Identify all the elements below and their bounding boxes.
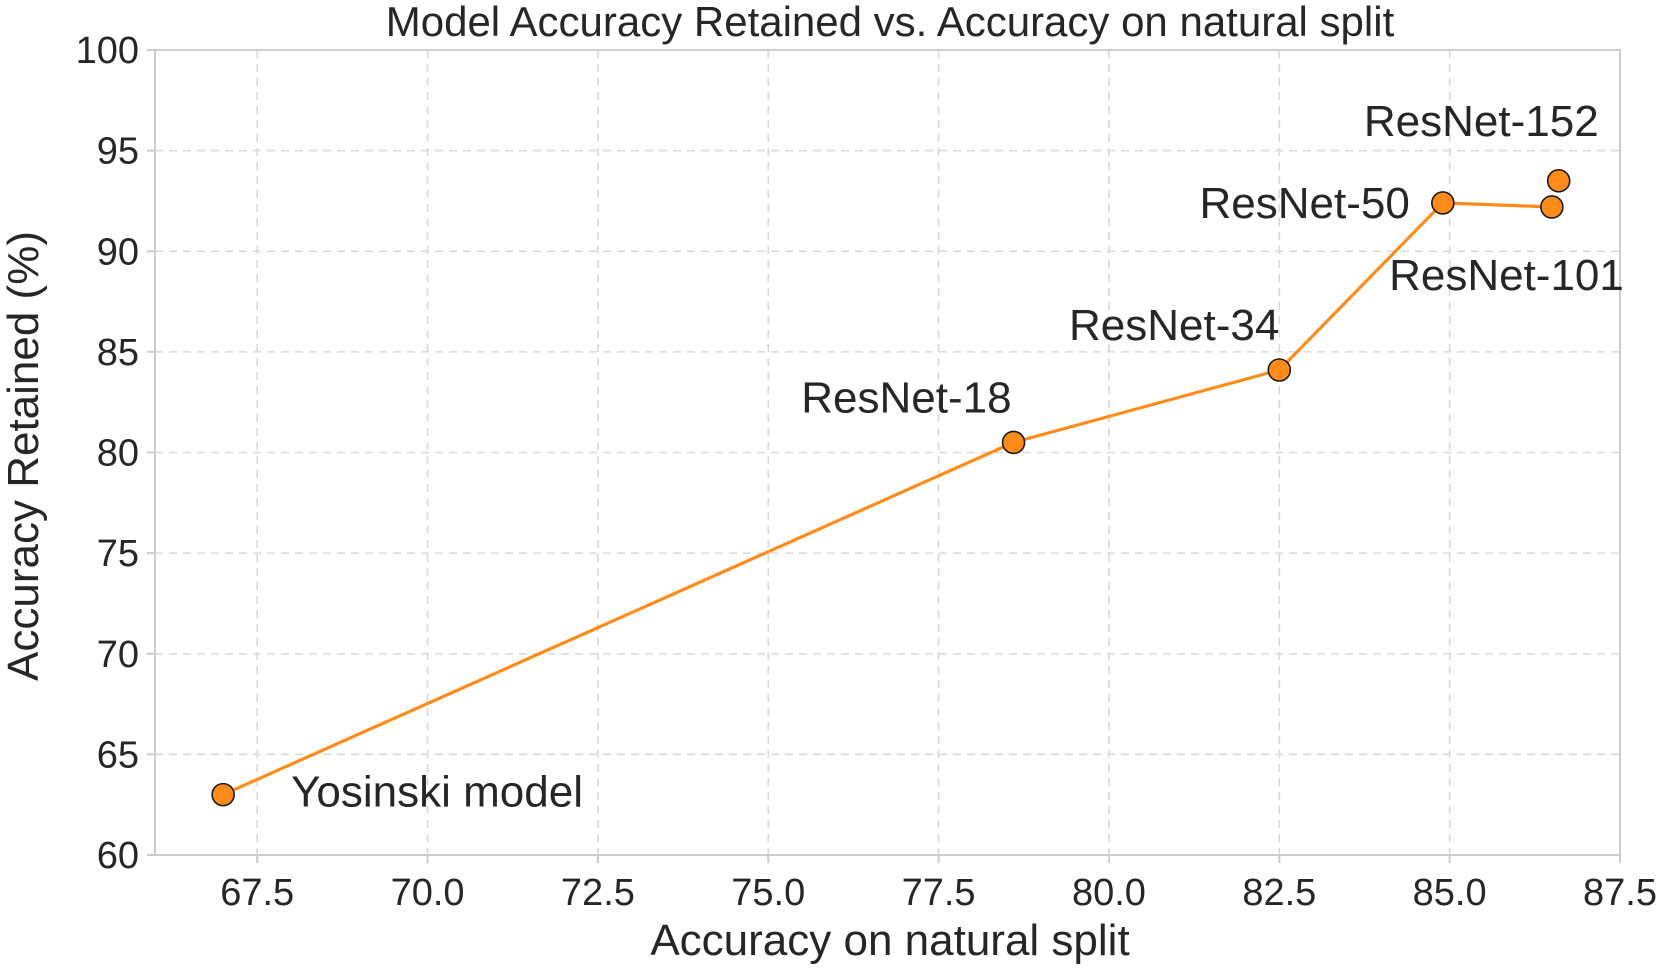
- data-point-marker: [1431, 191, 1455, 215]
- x-tick-label: 87.5: [1583, 872, 1657, 914]
- x-tick-label: 75.0: [731, 872, 805, 914]
- x-tick-label: 70.0: [391, 872, 465, 914]
- point-label: ResNet-101: [1389, 251, 1624, 300]
- y-tick-label: 65: [97, 734, 139, 776]
- point-label: ResNet-34: [1069, 301, 1279, 350]
- x-tick-label: 72.5: [561, 872, 635, 914]
- point-label: ResNet-50: [1200, 179, 1410, 228]
- point-label: ResNet-152: [1364, 97, 1599, 146]
- y-tick-label: 100: [76, 30, 139, 72]
- data-point-marker: [211, 782, 235, 807]
- y-tick-label: 90: [97, 231, 139, 273]
- y-tick-label: 75: [97, 533, 139, 575]
- data-point-marker: [1546, 169, 1571, 193]
- y-tick-label: 80: [97, 433, 139, 475]
- x-tick-label: 85.0: [1413, 872, 1487, 914]
- y-tick-label: 85: [97, 332, 139, 374]
- data-series: [211, 169, 1571, 807]
- y-axis-label: Accuracy Retained (%): [0, 231, 48, 681]
- x-tick-label: 77.5: [902, 872, 976, 914]
- x-tick-label: 82.5: [1242, 872, 1316, 914]
- grid-lines: [155, 49, 1621, 856]
- axis-ticks: 67.5 70.0 72.5 75.0 77.5 80.0 82.5 85.0 87.5 60 65…: [76, 30, 1657, 914]
- y-tick-label: 70: [97, 634, 139, 676]
- series-line: [222, 201, 1552, 797]
- point-label: Yosinski model: [291, 768, 583, 817]
- x-axis-label: Accuracy on natural split: [650, 916, 1129, 965]
- y-tick-label: 95: [97, 131, 139, 173]
- y-tick-label: 60: [97, 835, 139, 877]
- chart-title: Model Accuracy Retained vs. Accuracy on …: [386, 0, 1395, 45]
- point-label: ResNet-18: [801, 373, 1011, 422]
- x-tick-label: 80.0: [1072, 872, 1146, 914]
- data-point-marker: [1001, 430, 1026, 455]
- x-tick-label: 67.5: [220, 872, 294, 914]
- point-labels: Yosinski model ResNet-18 ResNet-34 ResNet-5…: [291, 97, 1624, 817]
- data-point-marker: [1540, 195, 1564, 219]
- data-point-marker: [1267, 358, 1292, 382]
